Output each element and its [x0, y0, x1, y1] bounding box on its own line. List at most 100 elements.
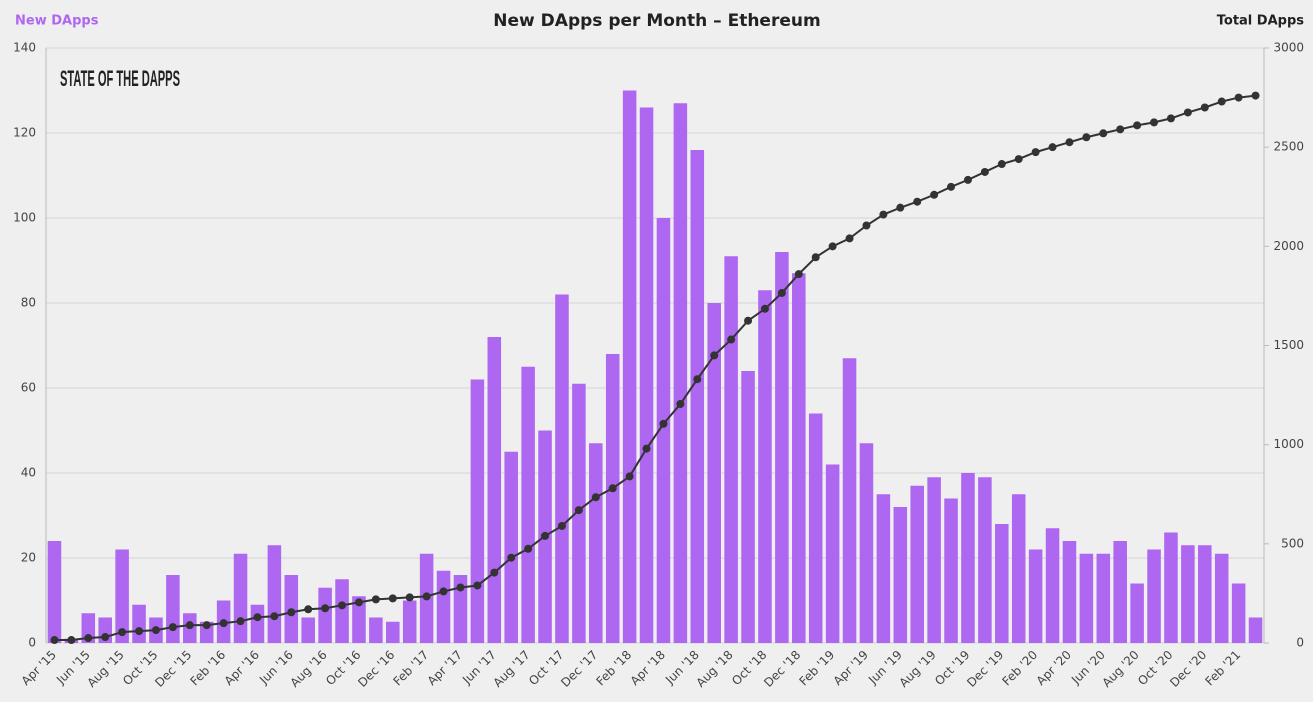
- line-point: [1150, 118, 1159, 127]
- line-point: [794, 270, 803, 279]
- bar: [859, 443, 874, 643]
- bar: [1248, 617, 1263, 643]
- line-point: [236, 617, 245, 626]
- bar: [961, 473, 975, 643]
- line-point: [422, 592, 431, 601]
- logo: STATE OF THE DAPPS: [60, 66, 180, 91]
- bar: [1214, 553, 1229, 643]
- y-tick-label: 80: [21, 296, 36, 310]
- bar: [369, 617, 383, 643]
- bar: [47, 541, 62, 643]
- line-point: [608, 484, 617, 493]
- line-point: [439, 587, 448, 596]
- line-point: [625, 472, 634, 481]
- line-point: [1200, 103, 1209, 112]
- y2-tick-label: 3000: [1273, 41, 1304, 55]
- line-point: [1217, 97, 1226, 106]
- line-point: [168, 623, 177, 632]
- bar: [741, 371, 755, 643]
- line-point: [338, 601, 347, 610]
- line-point: [1014, 155, 1023, 164]
- line-point: [185, 621, 194, 630]
- line-point: [50, 636, 59, 645]
- y2-tick-label: 1500: [1273, 338, 1304, 352]
- bar: [1130, 583, 1144, 643]
- line-point: [84, 634, 93, 643]
- line-point: [1251, 91, 1260, 100]
- line-point: [744, 316, 753, 325]
- line-point: [541, 531, 550, 540]
- bar: [1096, 553, 1111, 643]
- line-point: [118, 628, 127, 637]
- bar: [504, 451, 518, 643]
- bar: [927, 477, 941, 643]
- line-point: [777, 288, 786, 297]
- bar: [1164, 532, 1178, 643]
- line-point: [1082, 133, 1091, 142]
- bar: [622, 90, 637, 643]
- bar: [521, 366, 535, 643]
- bar: [639, 107, 654, 643]
- line-point: [388, 594, 397, 603]
- bar: [707, 303, 721, 643]
- line-point: [862, 221, 871, 230]
- line-point: [1183, 108, 1192, 117]
- bar: [115, 549, 129, 643]
- line-point: [930, 190, 939, 199]
- bar: [301, 617, 315, 643]
- line-point: [321, 604, 330, 613]
- bar: [1231, 583, 1246, 643]
- y2-tick-label: 0: [1296, 636, 1304, 650]
- line-point: [710, 351, 719, 360]
- bar: [978, 477, 992, 643]
- y-tick-label: 0: [28, 636, 36, 650]
- line-point: [507, 553, 516, 562]
- line-point: [405, 593, 414, 602]
- line-point: [963, 175, 972, 184]
- bar: [944, 498, 958, 643]
- bar: [352, 596, 366, 643]
- bar: [386, 621, 400, 643]
- line-point: [760, 304, 769, 313]
- bar: [470, 379, 485, 643]
- y-tick-label: 100: [13, 211, 36, 225]
- bar: [910, 485, 924, 643]
- bar: [1198, 545, 1212, 643]
- line-point: [101, 633, 110, 642]
- bar: [825, 464, 840, 643]
- line-point: [727, 335, 736, 344]
- bar: [673, 103, 688, 643]
- bar: [81, 613, 96, 643]
- line-point: [287, 608, 296, 617]
- line-point: [947, 182, 956, 191]
- bar: [842, 358, 857, 643]
- bar: [335, 579, 349, 643]
- line-point: [811, 253, 820, 262]
- bar: [402, 600, 417, 643]
- bar: [166, 575, 180, 643]
- bar: [792, 273, 806, 643]
- bar: [1181, 545, 1195, 643]
- y-axis-title: New DApps: [15, 14, 99, 29]
- y-tick-label: 120: [13, 126, 36, 140]
- y2-tick-label: 2000: [1273, 239, 1304, 253]
- line-point: [676, 400, 685, 409]
- bar: [487, 337, 502, 643]
- line-point: [557, 521, 566, 530]
- line-point: [456, 583, 465, 592]
- line-point: [1166, 114, 1175, 123]
- line-point: [354, 598, 363, 607]
- line-point: [693, 375, 702, 384]
- bar: [436, 570, 451, 643]
- line-point: [642, 444, 651, 453]
- line-point: [473, 581, 482, 590]
- bar: [453, 575, 468, 643]
- line-point: [304, 605, 313, 614]
- bar: [1028, 549, 1043, 643]
- bar: [690, 150, 705, 643]
- line-point: [591, 493, 600, 502]
- bar: [1045, 528, 1060, 643]
- line-point: [1234, 93, 1243, 102]
- line-point: [524, 544, 533, 553]
